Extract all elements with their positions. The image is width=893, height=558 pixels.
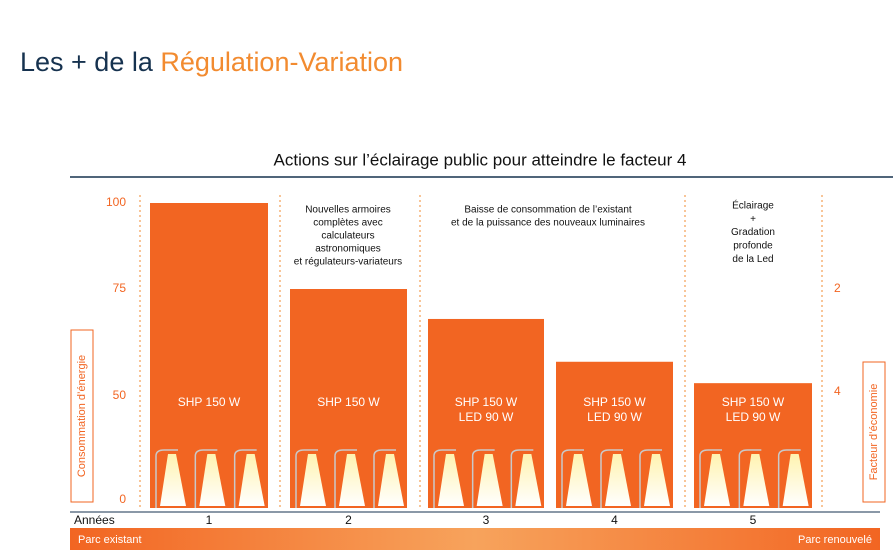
lamp-pole — [639, 449, 662, 508]
lamp-beam — [476, 454, 503, 506]
y2-axis-label: Facteur d’économie — [868, 384, 880, 481]
lamp-beam — [515, 454, 542, 506]
lamp-pole — [600, 449, 623, 508]
y-axis-label: Consommation d’énergie — [76, 355, 88, 477]
time-band — [70, 528, 880, 550]
lamp-beam — [605, 454, 631, 506]
y2label-box — [862, 361, 886, 503]
lamp-pole — [295, 449, 318, 508]
annotation: astronomiques — [315, 244, 381, 255]
slide-title: Les + de la Régulation-Variation — [20, 47, 403, 77]
lamp-beam — [160, 454, 186, 506]
lamp-beam — [704, 454, 730, 506]
lamp-pole — [155, 449, 178, 508]
x-tick-label: 1 — [206, 513, 213, 527]
y-tick-label: 50 — [113, 388, 127, 402]
x-tick-label: 4 — [611, 513, 618, 527]
lamp-pole — [233, 449, 257, 508]
lamp-beam — [300, 454, 326, 506]
x-tick-label: 2 — [345, 513, 352, 527]
lamp-pole — [194, 449, 218, 508]
annotation: Nouvelles armoires — [305, 205, 391, 216]
y2-tick-label: 2 — [834, 281, 841, 295]
bar-label: LED 90 W — [587, 410, 642, 424]
annotation: complètes avec — [313, 218, 382, 229]
chart-title: Actions sur l’éclairage public pour atte… — [274, 150, 687, 169]
ylabel-box — [70, 329, 94, 503]
annotation: calculateurs — [321, 231, 374, 242]
lamp-pole — [471, 449, 495, 508]
annotation: de la Led — [732, 254, 773, 265]
x-axis-label: Années — [74, 513, 115, 527]
annotation: Baisse de consommation de l’existant — [464, 205, 632, 216]
lamp-pole — [699, 449, 722, 508]
bar-label: SHP 150 W — [317, 395, 380, 409]
bar-label: SHP 150 W — [455, 395, 518, 409]
annotation: et régulateurs-variateurs — [294, 257, 402, 268]
y2-tick-label: 4 — [834, 384, 841, 398]
annotation: Gradation — [731, 227, 775, 238]
lamp-beam — [378, 454, 404, 506]
lamp-pole — [561, 449, 584, 508]
lamp-beam — [566, 454, 592, 506]
annotation: et de la puissance des nouveaux luminair… — [451, 218, 645, 229]
lamp-beam — [199, 454, 226, 506]
bar-label: SHP 150 W — [583, 395, 646, 409]
bar-label: LED 90 W — [726, 410, 781, 424]
lamp-pole — [510, 449, 534, 508]
band-left-label: Parc existant — [78, 534, 142, 546]
bar-label: SHP 150 W — [178, 395, 241, 409]
y-tick-label: 100 — [106, 195, 126, 209]
annotation: profonde — [733, 241, 773, 252]
lamp-beam — [339, 454, 365, 506]
lamp-beam — [438, 454, 464, 506]
x-tick-label: 3 — [483, 513, 490, 527]
lamp-beam — [782, 454, 809, 506]
annotation: + — [750, 214, 756, 225]
lamp-pole — [433, 449, 456, 508]
bar-label: SHP 150 W — [722, 395, 785, 409]
lamp-pole — [738, 449, 762, 508]
annotation: Éclairage — [732, 199, 774, 212]
lamp-pole — [373, 449, 396, 508]
bar-label: LED 90 W — [459, 410, 514, 424]
y-tick-label: 75 — [113, 281, 127, 295]
lamp-pole — [777, 449, 801, 508]
lamp-beam — [644, 454, 670, 506]
x-tick-label: 5 — [750, 513, 757, 527]
band-right-label: Parc renouvelé — [798, 534, 872, 546]
lamp-beam — [743, 454, 770, 506]
lamp-pole — [334, 449, 357, 508]
lamp-beam — [238, 454, 265, 506]
y-tick-label: 0 — [119, 492, 126, 506]
